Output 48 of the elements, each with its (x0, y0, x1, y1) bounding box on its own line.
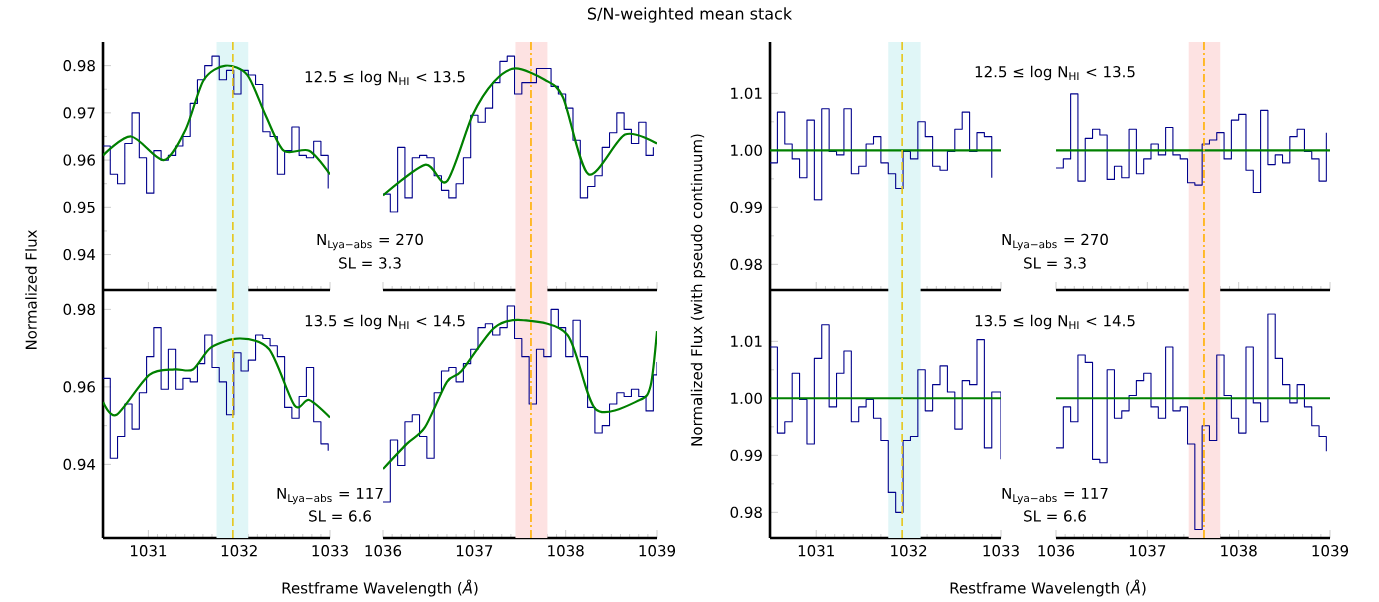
y-tick-label: 1.00 (731, 392, 762, 405)
annotation: 12.5 ≤ log N$_{HI}$ < 13.5 (305, 70, 465, 86)
y-tick-label: 0.97 (63, 107, 95, 119)
text: S/N-weighted mean stack (587, 7, 793, 23)
y-tick-label: 0.98 (63, 59, 95, 72)
annotation: N$_{Lya−abs}$ = 117 (277, 487, 383, 505)
x-tick-label: 1032 (221, 545, 257, 557)
x-tick-label: 1031 (130, 545, 167, 557)
y-tick-label: 0.94 (63, 458, 96, 471)
annotation: SL = 3.3 (1024, 257, 1086, 269)
y-tick-label: 0.99 (730, 449, 762, 462)
line-series (103, 337, 331, 419)
y-tick-label: 1.01 (731, 87, 762, 99)
x-axis-title: Restframe Wavelength (Å) (950, 579, 1146, 597)
x-tick-label: 1037 (456, 545, 493, 557)
x-tick-label: 1033 (312, 545, 348, 557)
y-tick-label: 0.98 (730, 506, 762, 519)
annotation: 13.5 ≤ log N$_{HI}$ < 14.5 (975, 314, 1135, 330)
x-tick-label: 1038 (1221, 545, 1257, 557)
x-tick-label: 1039 (1312, 545, 1349, 557)
annotation: N$_{Lya−abs}$ = 270 (1002, 233, 1108, 251)
y-tick-label: 0.96 (63, 154, 95, 166)
y-tick-label: 0.98 (730, 258, 762, 271)
annotation: 12.5 ≤ log N$_{HI}$ < 13.5 (975, 65, 1135, 81)
x-tick-label: 1031 (798, 545, 834, 557)
annotation: N$_{Lya−abs}$ = 270 (317, 233, 423, 251)
y-tick-label: 1.00 (731, 144, 762, 157)
annotation: N$_{Lya−abs}$ = 117 (1002, 487, 1108, 505)
y-tick-label: 0.94 (63, 248, 96, 261)
x-tick-label: 1032 (891, 545, 927, 557)
x-tick-label: 1039 (639, 545, 676, 557)
y-tick-label: 0.99 (730, 201, 762, 214)
annotation: SL = 3.3 (339, 257, 401, 269)
y-axis-title: Normalized Flux (with pseudo continuum) (690, 134, 706, 446)
y-tick-label: 0.98 (63, 303, 95, 316)
x-axis-title: Restframe Wavelength (Å) (282, 579, 478, 597)
annotation: SL = 6.6 (1024, 510, 1086, 522)
y-axis-title: Normalized Flux (25, 229, 37, 350)
annotation: 13.5 ≤ log N$_{HI}$ < 14.5 (305, 314, 465, 330)
x-tick-label: 1033 (983, 545, 1019, 557)
annotation: SL = 6.6 (309, 510, 371, 522)
x-tick-label: 1037 (1129, 545, 1166, 557)
y-tick-label: 0.95 (63, 201, 95, 214)
y-tick-label: 1.01 (731, 335, 762, 347)
x-tick-label: 1038 (548, 545, 584, 557)
x-tick-label: 1036 (365, 545, 402, 557)
x-tick-label: 1036 (1038, 545, 1075, 557)
y-tick-label: 0.96 (63, 381, 95, 393)
